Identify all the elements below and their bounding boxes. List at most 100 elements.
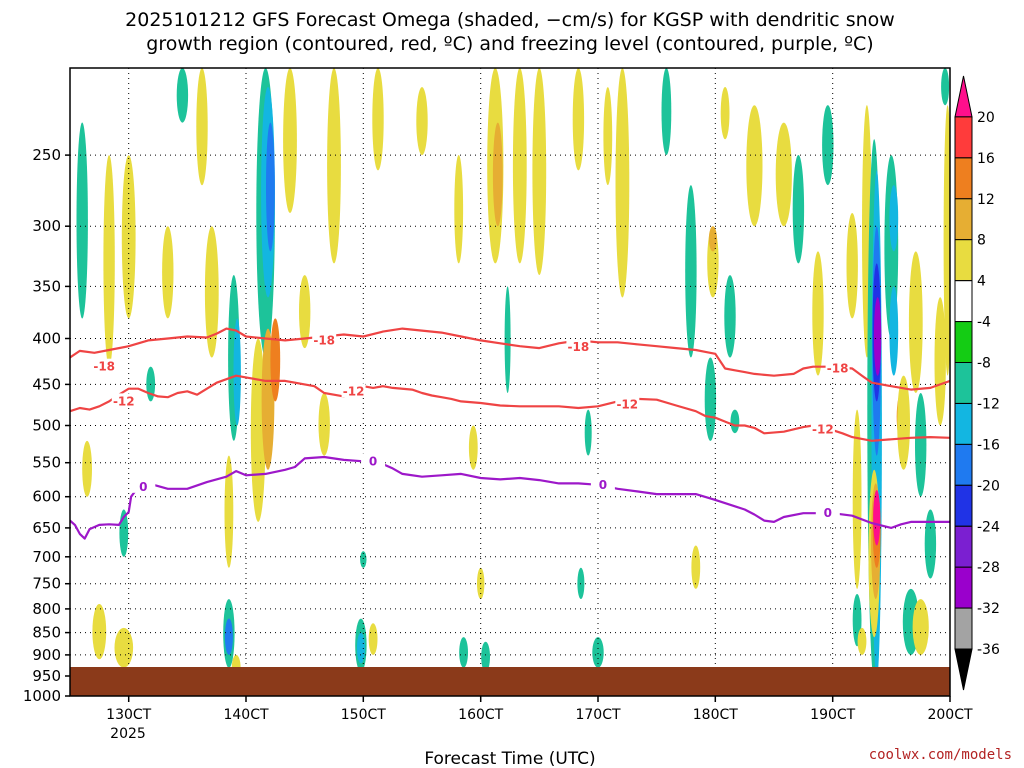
omega-cell [584,409,592,456]
omega-cell [454,155,464,264]
omega-cell [162,226,174,319]
x-tick-label: 130CT [106,707,151,723]
omega-cell [196,68,208,186]
colorbar-swatch [954,484,973,527]
x-tick-label: 140CT [223,707,268,723]
omega-cell [704,357,717,441]
omega-cell [792,155,805,264]
omega-cell [204,226,219,358]
omega-cell [468,425,478,470]
y-tick-label: 250 [32,146,61,164]
omega-cell [356,632,365,664]
y-tick-label: 350 [32,277,61,295]
omega-cell [572,68,585,171]
chart-title-line-1: 2025101212 GFS Forecast Omega (shaded, −… [125,9,895,31]
omega-cell [92,604,107,660]
y-tick-label: 650 [32,519,61,537]
x-axis-title: Forecast Time (UTC) [424,749,595,768]
omega-cell [685,185,697,358]
omega-cell [615,68,630,298]
colorbar-swatch [954,321,973,364]
omega-cell [915,393,927,497]
omega-cell [76,122,88,319]
omega-cell [233,318,241,426]
dendritic-contour-label: -12 [616,398,638,412]
omega-cell [812,251,824,376]
y-tick-label: 500 [32,417,61,435]
freezing-level-contour-label: 0 [139,480,147,494]
freezing-level-contour-label: 0 [599,478,607,492]
omega-cell [532,68,547,275]
freezing-level-contour-label-bg [590,476,615,491]
freezing-level-contour-label-bg [361,453,386,468]
freezing-level-contour-label-bg [815,505,840,520]
omega-cell [775,122,792,227]
dendritic-contour-label-bg [312,332,337,347]
dendritic-contour-label-bg [341,383,366,398]
omega-cell [114,627,134,668]
colorbar: 20 16 12 8 4 -4 -8 -12 -16 -20 -24 -28 -32 -36 [954,75,1000,691]
omega-cell [941,68,950,106]
x-axis-ticks: 130CT 140CT 150CT 160CT 170CT 180CT 190CT 200CT [106,696,973,723]
colorbar-label: -36 [977,642,1000,658]
omega-cell [360,551,367,568]
colorbar-label: 8 [977,233,986,249]
dendritic-contour-label-bg [566,339,591,354]
omega-cell [459,637,468,668]
x-year-label: 2025 [110,726,146,742]
dendritic-contour-label: -18 [313,333,335,347]
omega-shading [76,68,950,689]
y-tick-label: 800 [32,600,61,618]
y-tick-label: 1000 [23,687,61,705]
x-tick-label: 180CT [693,707,738,723]
colorbar-label: -4 [977,315,991,331]
ground-surface [70,667,950,696]
dendritic-contour-label-bg [92,358,117,373]
omega-cell [889,286,899,376]
colorbar-label: -12 [977,397,1000,413]
colorbar-label: -20 [977,478,1000,494]
omega-cell [720,87,730,140]
colorbar-swatch [954,525,973,568]
colorbar-swatch [954,280,973,323]
omega-cell [897,375,910,470]
omega-cell [912,599,929,655]
colorbar-label: -28 [977,560,1000,576]
colorbar-label: 16 [977,151,995,167]
omega-cell [82,440,92,497]
chart-title-line-2: growth region (contoured, red, ºC) and f… [146,33,873,55]
omega-cell [176,68,189,123]
omega-cell [103,155,115,367]
freezing-level-contour-label: 0 [369,454,377,468]
omega-cell [224,618,233,655]
dendritic-contour-label: -18 [93,360,115,374]
y-tick-label: 700 [32,548,61,566]
dendritic-contour-label: -12 [812,422,834,436]
omega-cell [512,68,527,264]
x-tick-label: 200CT [927,707,972,723]
omega-cell [822,105,834,186]
dendritic-contour-label-bg [111,393,136,408]
x-tick-label: 190CT [810,707,855,723]
omega-cell [504,286,511,394]
x-tick-label: 170CT [575,707,620,723]
y-axis-ticks: 250 300 350 400 450 500 550 600 650 700 750 800 850 9… [23,146,70,705]
colorbar-swatch [954,116,973,159]
omega-cell [368,623,378,655]
y-tick-label: 450 [32,375,61,393]
omega-cell [691,545,701,589]
dendritic-contour-label-bg [615,396,640,411]
omega-cell [224,455,234,568]
omega-cell [416,87,428,156]
omega-cell [908,251,923,393]
omega-cell [846,213,858,319]
y-tick-label: 750 [32,575,61,593]
colorbar-bottom-triangle [954,648,973,691]
omega-cell [327,68,341,264]
freezing-level-contour-label: 0 [824,506,832,520]
omega-cell [943,105,950,376]
y-tick-label: 950 [32,667,61,685]
freezing-level-contour-label-bg [131,478,156,493]
credit-text: coolwx.com/models [869,747,1012,763]
